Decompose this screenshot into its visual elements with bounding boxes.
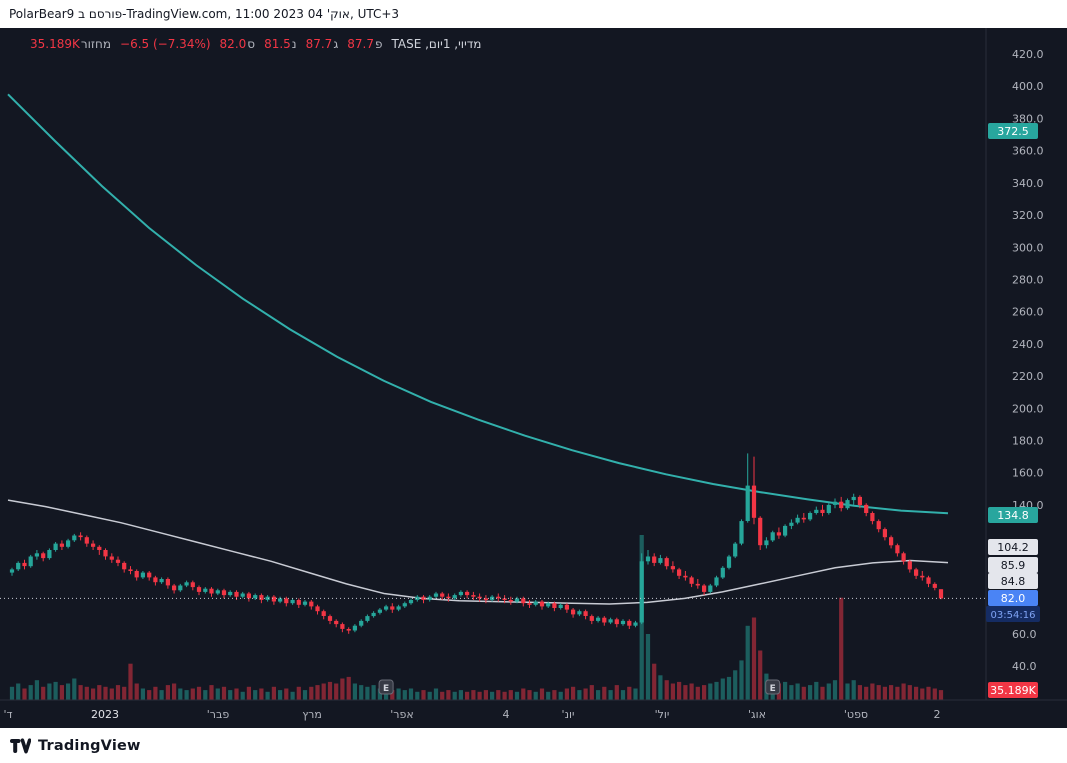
- low-label: נ: [291, 37, 297, 51]
- ma-long-line: [7, 93, 949, 515]
- ma-value-badge-85-9: 85.9: [988, 557, 1038, 573]
- chart-svg[interactable]: 420.0 400.0 380.0 360.0 340.0 320.0 300.0 280.0…: [0, 28, 1067, 728]
- low-readout: נ 81.5: [264, 37, 297, 51]
- svg-text:03:54:16: 03:54:16: [991, 610, 1036, 621]
- volume-readout: מחזור 35.189K: [30, 37, 111, 51]
- time-axis-label: אוג': [748, 708, 766, 721]
- earnings-icon[interactable]: E: [765, 679, 781, 695]
- price-axis-label: 340.0: [1012, 177, 1044, 190]
- countdown-badge: 03:54:16: [986, 606, 1040, 622]
- price-axis-label: 280.0: [1012, 274, 1044, 287]
- svg-text:372.5: 372.5: [997, 125, 1029, 138]
- price-axis-label: 180.0: [1012, 435, 1044, 448]
- time-axis-label: 2023: [91, 708, 119, 721]
- chart-legend: מדיוי, 1יום, TASE פ 87.7 ג 87.7 נ 81.5 ס 82.…: [30, 37, 481, 51]
- symbol-title[interactable]: מדיוי, 1יום, TASE: [391, 37, 482, 51]
- open-readout: פ 87.7: [347, 37, 382, 51]
- time-axis-label: מרץ: [302, 708, 322, 721]
- price-axis-label: 300.0: [1012, 241, 1044, 254]
- time-axis[interactable]: ד' 2023 פבר' מרץ אפר' 4 יונ' יול' אוג' ספט' 2: [3, 708, 940, 721]
- ma-short-line: [7, 499, 949, 605]
- svg-text:35.189K: 35.189K: [990, 684, 1036, 697]
- price-axis[interactable]: 420.0 400.0 380.0 360.0 340.0 320.0 300.0 280.0…: [1012, 48, 1044, 673]
- high-readout: ג 87.7: [306, 37, 339, 51]
- time-axis-label: יול': [655, 708, 670, 721]
- open-value: 87.7: [347, 37, 374, 51]
- svg-text:134.8: 134.8: [997, 509, 1029, 522]
- time-axis-label: 4: [503, 708, 510, 721]
- volume-value: 35.189K: [30, 37, 80, 51]
- brand-name[interactable]: TradingView: [38, 737, 141, 754]
- price-axis-label: 60.0: [1012, 628, 1037, 641]
- attribution-bar: PolarBear9 פורסם ב-TradingView.com, 11:0…: [0, 0, 1067, 28]
- svg-text:84.8: 84.8: [1001, 575, 1026, 588]
- price-axis-label: 220.0: [1012, 370, 1044, 383]
- close-value: 82.0: [219, 37, 247, 51]
- price-axis-label: 240.0: [1012, 338, 1044, 351]
- ma-value-badge-104-2: 104.2: [988, 539, 1038, 555]
- footer-bar: TradingView: [0, 728, 1067, 763]
- volume-label: מחזור: [80, 37, 112, 51]
- price-axis-label: 260.0: [1012, 306, 1044, 319]
- tradingview-logo-icon[interactable]: [10, 737, 31, 754]
- high-label: ג: [333, 37, 339, 51]
- time-axis-label: פבר': [207, 708, 230, 721]
- price-axis-label: 160.0: [1012, 467, 1044, 480]
- price-axis-label: 380.0: [1012, 112, 1044, 125]
- open-label: פ: [374, 37, 383, 51]
- low-value: 81.5: [264, 37, 291, 51]
- attribution-text: PolarBear9 פורסם ב-TradingView.com, 11:0…: [9, 7, 400, 21]
- time-axis-label: ד': [3, 708, 12, 721]
- price-axis-label: 200.0: [1012, 402, 1044, 415]
- svg-text:85.9: 85.9: [1001, 559, 1026, 572]
- last-price-badge: 82.0: [988, 590, 1038, 606]
- volume-badge: 35.189K: [988, 682, 1038, 698]
- svg-text:E: E: [770, 684, 776, 694]
- change-value: −6.5 (−7.34%): [120, 37, 211, 51]
- ma-value-badge-372-5: 372.5: [988, 123, 1038, 139]
- price-axis-label: 40.0: [1012, 660, 1037, 673]
- ma-value-badge-134-8: 134.8: [988, 507, 1038, 523]
- svg-text:E: E: [383, 684, 389, 694]
- svg-text:82.0: 82.0: [1001, 592, 1026, 605]
- svg-text:104.2: 104.2: [997, 541, 1029, 554]
- earnings-icon[interactable]: E: [378, 679, 394, 695]
- time-axis-label: יונ': [562, 708, 575, 721]
- high-value: 87.7: [305, 37, 333, 51]
- volume-layer: [9, 535, 944, 701]
- ma-value-badge-84-8: 84.8: [988, 573, 1038, 589]
- price-axis-label: 420.0: [1012, 48, 1044, 61]
- time-axis-label: 2: [934, 708, 941, 721]
- close-readout: ס 82.0: [220, 37, 256, 51]
- time-axis-label: אפר': [390, 708, 413, 721]
- close-label: ס: [247, 37, 256, 51]
- chart-area: 420.0 400.0 380.0 360.0 340.0 320.0 300.0 280.0…: [0, 28, 1067, 728]
- ma-lines: [7, 93, 949, 605]
- price-axis-label: 400.0: [1012, 80, 1044, 93]
- time-axis-label: ספט': [844, 708, 868, 721]
- candles-layer: [9, 453, 944, 634]
- price-axis-label: 320.0: [1012, 209, 1044, 222]
- price-axis-label: 360.0: [1012, 145, 1044, 158]
